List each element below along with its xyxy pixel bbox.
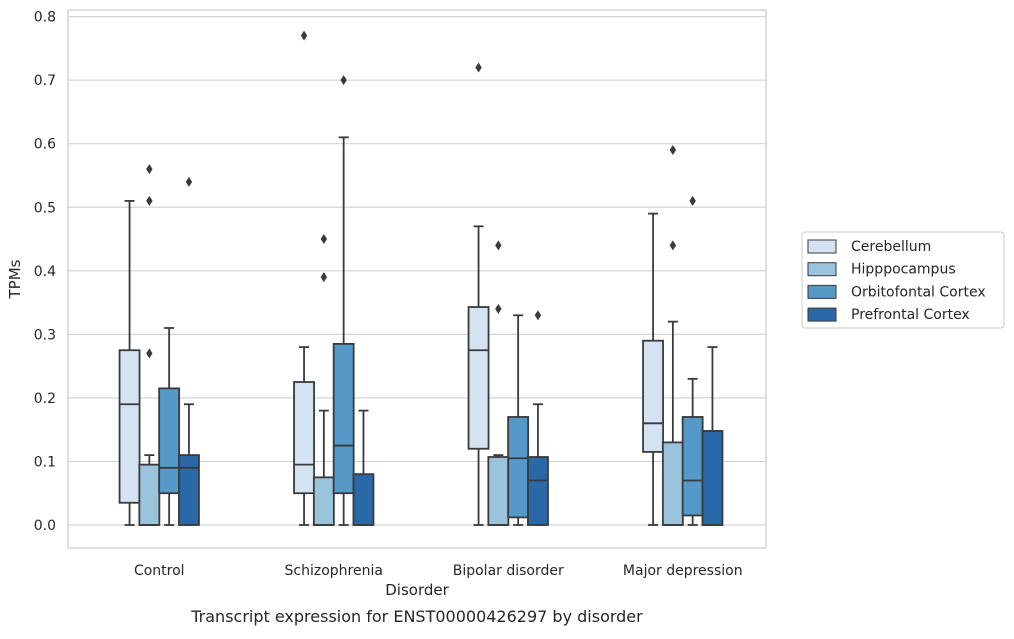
box-group bbox=[527, 310, 549, 526]
box bbox=[332, 342, 355, 495]
y-tick-label: 0.2 bbox=[34, 391, 56, 407]
legend-swatch bbox=[807, 239, 837, 254]
y-tick-label: 0.0 bbox=[34, 518, 56, 534]
y-tick-labels: 0.0 0.1 0.2 0.3 0.4 0.5 0.6 0.7 0.8 bbox=[34, 10, 56, 534]
outlier-marker bbox=[475, 62, 482, 73]
legend-frame bbox=[801, 231, 1005, 329]
box-group bbox=[332, 75, 355, 526]
outlier-marker bbox=[534, 310, 542, 321]
legend-swatch bbox=[807, 262, 837, 277]
box-group bbox=[661, 145, 684, 526]
outlier-marker bbox=[146, 164, 153, 175]
outlier-marker bbox=[146, 348, 153, 359]
legend: Cerebellum Hipppocampus Orbitofontal Corte… bbox=[801, 231, 1005, 329]
y-tick-label: 0.7 bbox=[34, 73, 56, 89]
box bbox=[487, 456, 510, 526]
box-group bbox=[312, 234, 335, 526]
box bbox=[681, 416, 704, 517]
box-group bbox=[178, 176, 200, 526]
outlier-marker bbox=[340, 75, 347, 86]
legend-swatch bbox=[807, 284, 837, 299]
box bbox=[118, 349, 141, 504]
outlier-marker bbox=[669, 145, 677, 156]
box-group bbox=[158, 327, 181, 526]
box bbox=[642, 339, 664, 453]
outlier-marker bbox=[495, 303, 502, 314]
y-axis-title: TPMs bbox=[6, 259, 24, 299]
outlier-marker bbox=[669, 240, 677, 251]
box bbox=[507, 416, 530, 519]
plot-frame bbox=[67, 9, 767, 549]
box-group bbox=[681, 195, 704, 526]
y-tick-label: 0.6 bbox=[34, 137, 56, 153]
box-group bbox=[507, 314, 530, 526]
box bbox=[178, 454, 200, 526]
legend-label: Hipppocampus bbox=[851, 262, 956, 278]
x-tick-label: Control bbox=[134, 563, 185, 579]
y-tick-label: 0.5 bbox=[34, 200, 56, 216]
box bbox=[467, 306, 490, 450]
box-group bbox=[138, 164, 161, 526]
box bbox=[701, 430, 724, 526]
outlier-marker bbox=[320, 234, 328, 245]
box-group bbox=[467, 62, 490, 526]
box-group bbox=[701, 346, 724, 526]
box-group bbox=[487, 240, 510, 526]
outlier-marker bbox=[300, 30, 308, 41]
x-axis-title: Disorder bbox=[385, 581, 449, 599]
box-group bbox=[642, 212, 664, 526]
y-tick-label: 0.4 bbox=[34, 264, 56, 280]
box bbox=[158, 387, 181, 495]
y-tick-label: 0.1 bbox=[34, 454, 56, 470]
outlier-marker bbox=[146, 195, 153, 206]
x-tick-label: Schizophrenia bbox=[285, 563, 383, 579]
box bbox=[352, 473, 375, 526]
chart-caption: Transcript expression for ENST0000042629… bbox=[190, 607, 643, 626]
outlier-marker bbox=[689, 195, 696, 206]
legend-swatch bbox=[807, 307, 837, 322]
box bbox=[138, 463, 161, 526]
box-group bbox=[293, 30, 315, 526]
legend-label: Cerebellum bbox=[851, 239, 931, 255]
y-tick-label: 0.8 bbox=[34, 10, 56, 26]
x-tick-label: Bipolar disorder bbox=[453, 563, 564, 579]
box bbox=[527, 456, 549, 526]
box-group bbox=[118, 199, 141, 526]
box bbox=[661, 441, 684, 526]
box bbox=[312, 476, 335, 526]
x-tick-labels: Control Schizophrenia Bipolar disorder Majo… bbox=[134, 563, 743, 579]
box-group bbox=[352, 409, 375, 526]
box bbox=[293, 381, 315, 495]
outlier-marker bbox=[320, 272, 328, 283]
legend-label: Prefrontal Cortex bbox=[851, 307, 970, 323]
outlier-marker bbox=[495, 240, 502, 251]
y-tick-label: 0.3 bbox=[34, 327, 56, 343]
box-layer bbox=[118, 30, 724, 526]
x-tick-label: Major depression bbox=[623, 563, 743, 579]
outlier-marker bbox=[185, 176, 193, 187]
legend-label: Orbitofontal Cortex bbox=[851, 284, 986, 300]
